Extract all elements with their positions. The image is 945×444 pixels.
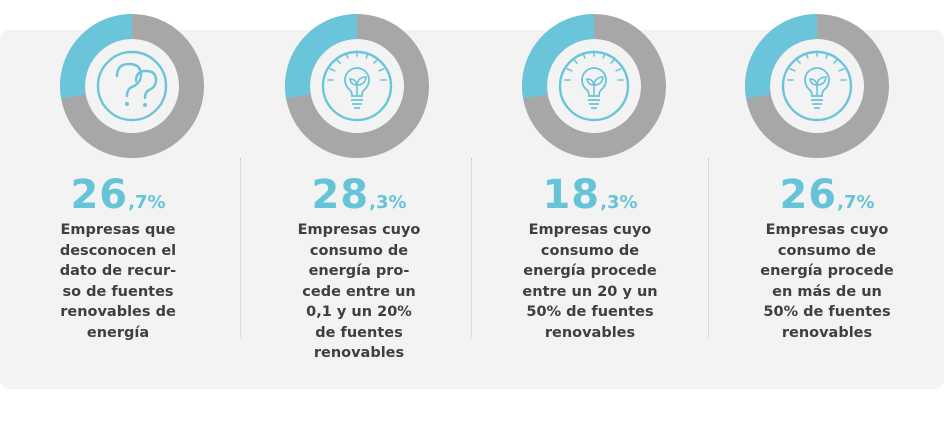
eco-lightbulb-icon [321, 50, 393, 122]
donut-chart [60, 14, 204, 158]
stat-description: Empresas cuyo consumo de energía pro- ce… [297, 222, 421, 361]
question-marks-icon [96, 50, 168, 122]
donut-highlight-segment [522, 14, 594, 99]
background-panel [0, 30, 944, 389]
eco-lightbulb-icon [781, 50, 853, 122]
percentage-integer: 26 [70, 172, 129, 218]
donut-chart [745, 14, 889, 158]
stat-card: 26,7% Empresas cuyo consumo de energía pr… [709, 0, 945, 444]
percentage-integer: 26 [779, 172, 838, 218]
percentage-value: 26,7% [0, 172, 236, 218]
stat-description: Empresas que desconocen el dato de recur… [59, 222, 177, 341]
donut-highlight-segment [285, 14, 357, 99]
percentage-decimal: ,7% [837, 192, 875, 213]
percentage-integer: 18 [542, 172, 601, 218]
percentage-value: 18,3% [472, 172, 708, 218]
stat-card: 18,3% Empresas cuyo consumo de energía pr… [472, 0, 708, 444]
column-divider [708, 158, 709, 338]
stat-card: 28,3% Empresas cuyo consumo de energía pr… [241, 0, 477, 444]
percentage-integer: 28 [311, 172, 370, 218]
column-divider [240, 158, 241, 338]
donut-highlight-segment [60, 14, 132, 99]
donut-chart [522, 14, 666, 158]
stat-description: Empresas cuyo consumo de energía procede… [760, 222, 894, 341]
stat-card: 26,7% Empresas que desconocen el dato de … [0, 0, 236, 444]
percentage-value: 26,7% [709, 172, 945, 218]
stat-description: Empresas cuyo consumo de energía procede… [522, 222, 658, 341]
percentage-decimal: ,3% [369, 192, 407, 213]
donut-highlight-segment [745, 14, 817, 99]
donut-chart [285, 14, 429, 158]
eco-lightbulb-icon [558, 50, 630, 122]
percentage-decimal: ,7% [128, 192, 166, 213]
percentage-value: 28,3% [241, 172, 477, 218]
percentage-decimal: ,3% [600, 192, 638, 213]
column-divider [471, 158, 472, 338]
